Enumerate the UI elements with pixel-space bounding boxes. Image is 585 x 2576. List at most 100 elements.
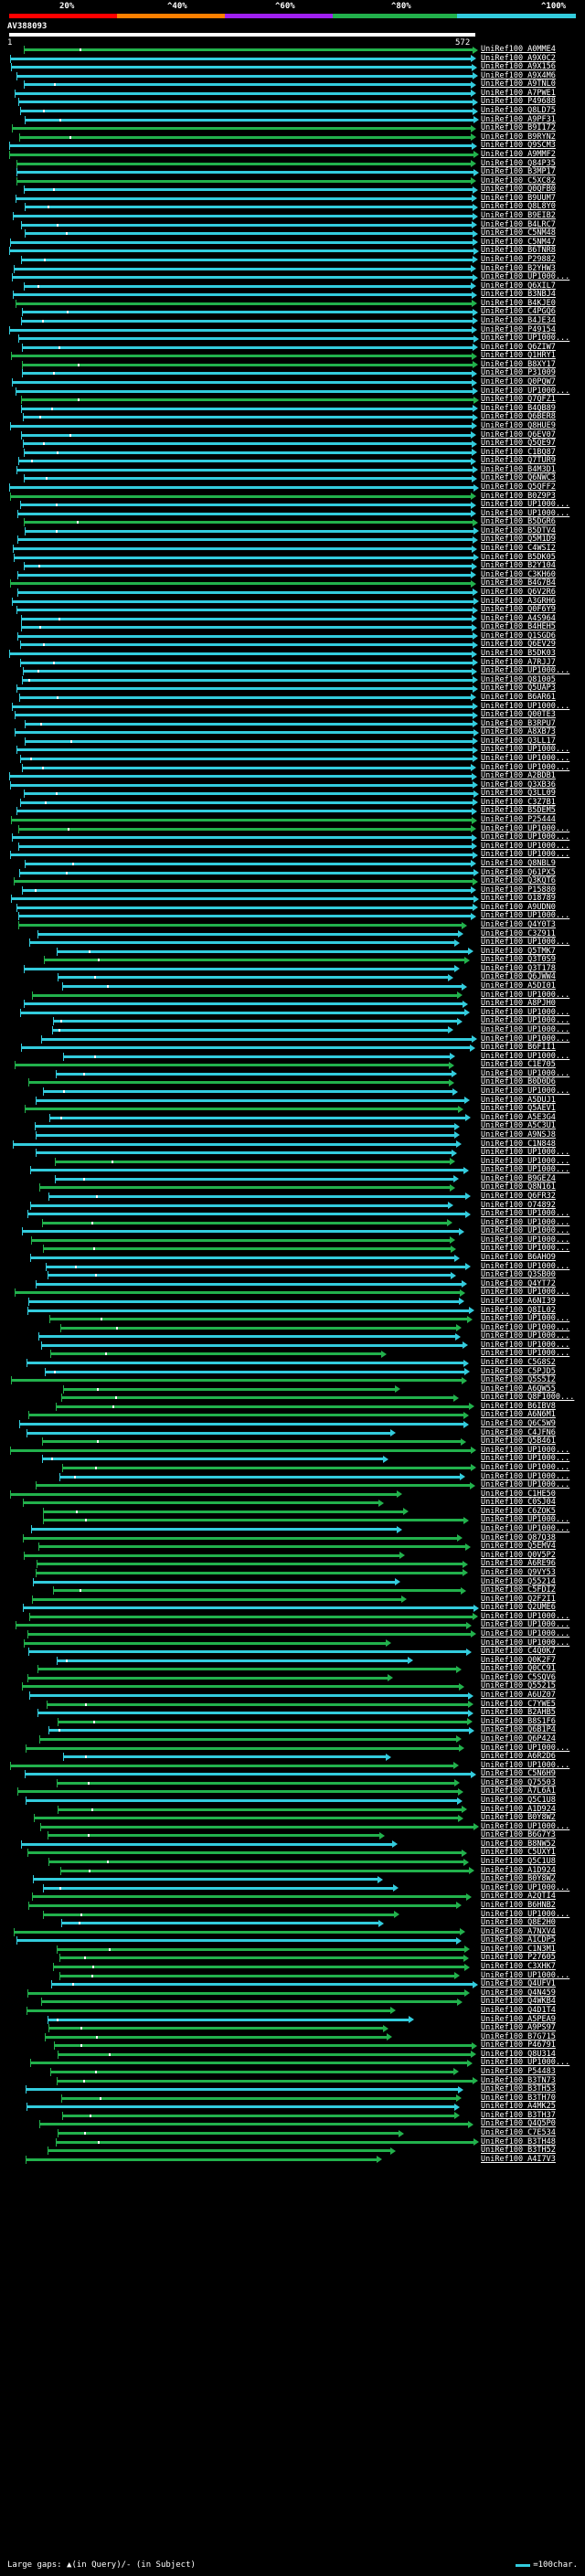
hit-link[interactable]: UniRef100_A6NI39 — [481, 1298, 556, 1306]
hit-link[interactable]: UniRef100_UP1000... — [481, 1481, 569, 1489]
hit-link[interactable]: UniRef100_A2BDB1 — [481, 772, 556, 780]
hit-link[interactable]: UniRef100_UP1000... — [481, 1149, 569, 1157]
hit-link[interactable]: UniRef100_B4HEH5 — [481, 623, 556, 631]
hit-link[interactable]: UniRef100_UP1000... — [481, 1525, 569, 1533]
hit-link[interactable]: UniRef100_Q4D1T4 — [481, 2007, 556, 2015]
hit-link[interactable]: UniRef100_A5C3U1 — [481, 1122, 556, 1130]
hit-link[interactable]: UniRef100_B6G7Y3 — [481, 1831, 556, 1839]
hit-link[interactable]: UniRef100_Q4UFV1 — [481, 1980, 556, 1988]
hit-link[interactable]: UniRef100_A9PS97 — [481, 2024, 556, 2032]
hit-link[interactable]: UniRef100_Q4Y0T3 — [481, 921, 556, 929]
hit-link[interactable]: UniRef100_Q3T0S9 — [481, 956, 556, 964]
hit-link[interactable]: UniRef100_A9TNL0 — [481, 80, 556, 89]
hit-link[interactable]: UniRef100_A6RE96 — [481, 1560, 556, 1568]
hit-link[interactable]: UniRef100_UP1000... — [481, 334, 569, 343]
hit-link[interactable]: UniRef100_Q6V2R6 — [481, 588, 556, 597]
hit-link[interactable]: UniRef100_Q5EMV4 — [481, 1542, 556, 1551]
hit-link[interactable]: UniRef100_UP1000... — [481, 1315, 569, 1323]
hit-link[interactable]: UniRef100_B9I172 — [481, 124, 556, 133]
hit-link[interactable]: UniRef100_Q5UAP3 — [481, 684, 556, 693]
hit-link[interactable]: UniRef100_B9EIB2 — [481, 212, 556, 220]
hit-link[interactable]: UniRef100_A6R2D6 — [481, 1753, 556, 1761]
hit-link[interactable]: UniRef100_Q8NBL9 — [481, 860, 556, 868]
hit-link[interactable]: UniRef100_Q3LL09 — [481, 790, 556, 798]
hit-link[interactable]: UniRef100_Q5B461 — [481, 1437, 556, 1446]
hit-link[interactable]: UniRef100_UP1000... — [481, 501, 569, 509]
hit-link[interactable]: UniRef100_Q4WKB4 — [481, 1998, 556, 2006]
hit-link[interactable]: UniRef100_P29882 — [481, 256, 556, 264]
hit-link[interactable]: UniRef100_C4WSI2 — [481, 545, 556, 553]
hit-link[interactable]: UniRef100_Q5QFF2 — [481, 483, 556, 492]
hit-link[interactable]: UniRef100_Q5AEV1 — [481, 1105, 556, 1113]
hit-link[interactable]: UniRef100_Q3KQT6 — [481, 877, 556, 885]
hit-link[interactable]: UniRef100_C5N6H9 — [481, 1770, 556, 1778]
hit-link[interactable]: UniRef100_Q6C5W9 — [481, 1420, 556, 1428]
hit-link[interactable]: UniRef100_C5FDI2 — [481, 1586, 556, 1595]
hit-link[interactable]: UniRef100_B3TH52 — [481, 2147, 556, 2155]
hit-link[interactable]: UniRef100_Q8F1000... — [481, 1394, 574, 1402]
hit-link[interactable]: UniRef100_B6TNR8 — [481, 247, 556, 255]
hit-link[interactable]: UniRef100_A6UZ07 — [481, 1691, 556, 1700]
hit-link[interactable]: UniRef100_UP1000... — [481, 851, 569, 859]
hit-link[interactable]: UniRef100_UP1000... — [481, 1464, 569, 1472]
hit-link[interactable]: UniRef100_C7E534 — [481, 2129, 556, 2137]
hit-link[interactable]: UniRef100_Q9VY53 — [481, 1569, 556, 1577]
hit-link[interactable]: UniRef100_UP1000... — [481, 1630, 569, 1638]
hit-link[interactable]: UniRef100_Q8E2H0 — [481, 1919, 556, 1927]
hit-link[interactable]: UniRef100_Q6B1P4 — [481, 1726, 556, 1734]
hit-link[interactable]: UniRef100_UP1000... — [481, 1332, 569, 1341]
hit-link[interactable]: UniRef100_P54483 — [481, 2068, 556, 2076]
hit-link[interactable]: UniRef100_B6AR61 — [481, 694, 556, 702]
hit-link[interactable]: UniRef100_UP1000... — [481, 755, 569, 763]
hit-link[interactable]: UniRef100_B3MP17 — [481, 168, 556, 176]
hit-link[interactable]: UniRef100_B3NBJ4 — [481, 291, 556, 299]
hit-link[interactable]: UniRef100_Q8HUE9 — [481, 422, 556, 430]
hit-link[interactable]: UniRef100_B6HNB2 — [481, 1902, 556, 1910]
hit-link[interactable]: UniRef100_Q7QFZ1 — [481, 396, 556, 404]
hit-link[interactable]: UniRef100_B6AHO9 — [481, 1254, 556, 1262]
hit-link[interactable]: UniRef100_UP1000... — [481, 1087, 569, 1096]
hit-link[interactable]: UniRef100_UP1000... — [481, 273, 569, 281]
hit-link[interactable]: UniRef100_P25444 — [481, 816, 556, 824]
hit-link[interactable]: UniRef100_Q5S5I2 — [481, 1376, 556, 1384]
hit-link[interactable]: UniRef100_A8XB73 — [481, 728, 556, 737]
hit-link[interactable]: UniRef100_UP1000... — [481, 938, 569, 947]
hit-link[interactable]: UniRef100_Q00TE3 — [481, 711, 556, 719]
hit-link[interactable]: UniRef100_UP1000... — [481, 1026, 569, 1034]
hit-link[interactable]: UniRef100_B3TH53 — [481, 2085, 556, 2094]
hit-link[interactable]: UniRef100_Q0CC91 — [481, 1665, 556, 1673]
hit-link[interactable]: UniRef100_A5DI01 — [481, 982, 556, 991]
hit-link[interactable]: UniRef100_P46791 — [481, 2041, 556, 2050]
hit-link[interactable]: UniRef100_B0Y8W2 — [481, 1875, 556, 1883]
hit-link[interactable]: UniRef100_B5DK03 — [481, 650, 556, 658]
hit-link[interactable]: UniRef100_UP1000... — [481, 1288, 569, 1297]
hit-link[interactable]: UniRef100_A9MMF2 — [481, 151, 556, 159]
hit-link[interactable]: UniRef100_Q5C1U8 — [481, 1797, 556, 1805]
hit-link[interactable]: UniRef100_A8PJH0 — [481, 1000, 556, 1008]
hit-link[interactable]: UniRef100_UP1000... — [481, 1166, 569, 1174]
hit-link[interactable]: UniRef100_Q2UME6 — [481, 1604, 556, 1612]
hit-link[interactable]: UniRef100_Q6BER8 — [481, 413, 556, 421]
hit-link[interactable]: UniRef100_A4MK25 — [481, 2103, 556, 2111]
hit-link[interactable]: UniRef100_C3XHK7 — [481, 1963, 556, 1971]
hit-link[interactable]: UniRef100_A1CDP5 — [481, 1936, 556, 1945]
hit-link[interactable]: UniRef100_C1E705 — [481, 1061, 556, 1069]
hit-link[interactable]: UniRef100_B2AHB5 — [481, 1709, 556, 1717]
hit-link[interactable]: UniRef100_Q8LD75 — [481, 107, 556, 115]
hit-link[interactable]: UniRef100_Q5C1U8 — [481, 1858, 556, 1866]
hit-link[interactable]: UniRef100_C5G8S2 — [481, 1359, 556, 1367]
hit-link[interactable]: UniRef100_B5DGR6 — [481, 518, 556, 526]
hit-link[interactable]: UniRef100_O18789 — [481, 895, 556, 903]
hit-link[interactable]: UniRef100_B6FII1 — [481, 1044, 556, 1052]
hit-link[interactable]: UniRef100_A9X156 — [481, 63, 556, 71]
hit-link[interactable]: UniRef100_Q3SB00 — [481, 1271, 556, 1279]
hit-link[interactable]: UniRef100_B0Y8W2 — [481, 1814, 556, 1822]
hit-link[interactable]: UniRef100_Q0PQW7 — [481, 378, 556, 387]
hit-link[interactable]: UniRef100_UP1000... — [481, 1210, 569, 1218]
hit-link[interactable]: UniRef100_B2Y104 — [481, 562, 556, 570]
hit-link[interactable]: UniRef100_C5NM48 — [481, 229, 556, 238]
hit-link[interactable]: UniRef100_Q7TUR9 — [481, 457, 556, 465]
hit-link[interactable]: UniRef100_UP1000... — [481, 667, 569, 675]
hit-link[interactable]: UniRef100_UP1000... — [481, 1227, 569, 1235]
hit-link[interactable]: UniRef100_Q1HRY1 — [481, 352, 556, 360]
